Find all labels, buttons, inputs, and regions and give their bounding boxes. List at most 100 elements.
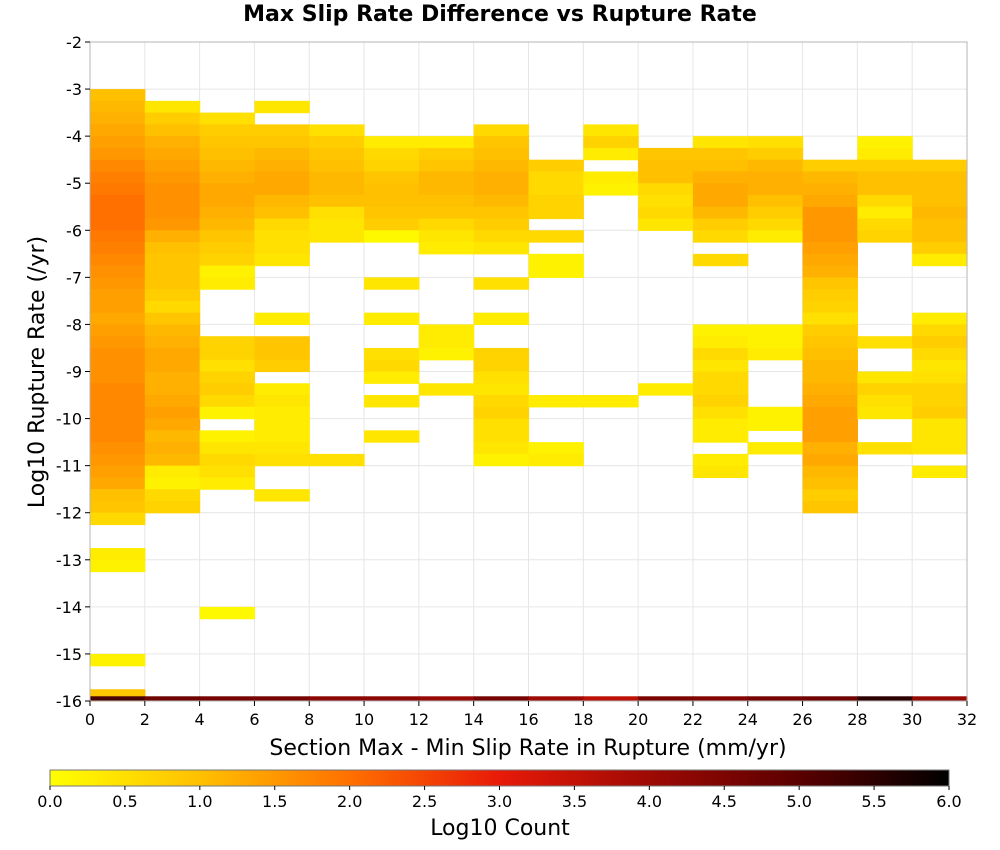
heatmap-cell xyxy=(473,347,530,361)
heatmap-cell xyxy=(144,442,201,455)
heatmap-cell xyxy=(364,136,420,149)
y-tick-label: -12 xyxy=(56,504,82,523)
heatmap-cell xyxy=(912,183,968,196)
heatmap-cell xyxy=(857,442,913,455)
heatmap-cell xyxy=(802,277,858,290)
heatmap-cell-bottom xyxy=(528,696,584,701)
heatmap-cell xyxy=(638,159,694,173)
heatmap-cell xyxy=(802,359,858,373)
heatmap-cells xyxy=(90,89,968,702)
heatmap-cell xyxy=(144,300,201,314)
heatmap-cell xyxy=(912,194,968,208)
heatmap-cell xyxy=(692,336,749,349)
x-tick-label: 18 xyxy=(573,710,593,729)
heatmap-cell xyxy=(528,442,584,455)
heatmap-cell xyxy=(747,442,804,455)
heatmap-cell xyxy=(473,206,530,220)
heatmap-cell xyxy=(692,206,749,220)
heatmap-cell xyxy=(473,159,530,173)
heatmap-cell xyxy=(254,230,310,243)
heatmap-cell xyxy=(199,606,256,620)
heatmap-cell xyxy=(364,171,420,184)
heatmap-cell xyxy=(144,324,201,337)
heatmap-cell xyxy=(638,171,694,184)
heatmap-cell xyxy=(857,206,913,220)
heatmap-cell xyxy=(254,159,310,173)
heatmap-cell xyxy=(309,206,365,220)
heatmap-cell xyxy=(309,159,365,173)
heatmap-cell xyxy=(692,395,749,408)
heatmap-cell xyxy=(692,147,749,161)
heatmap-cell xyxy=(912,336,968,349)
heatmap-cell xyxy=(144,183,201,196)
heatmap-cell xyxy=(199,265,256,278)
heatmap-cell xyxy=(638,183,694,196)
heatmap-cell xyxy=(90,194,146,208)
heatmap-cell xyxy=(802,465,858,479)
heatmap-cell xyxy=(309,136,365,149)
heatmap-cell-bottom xyxy=(638,696,694,701)
heatmap-cell xyxy=(857,406,913,420)
y-tick-label: -3 xyxy=(66,80,82,99)
heatmap-cell xyxy=(802,371,858,384)
colorbar-tick-label: 6.0 xyxy=(936,792,961,811)
heatmap-cell xyxy=(857,383,913,396)
heatmap-cell xyxy=(912,324,968,337)
heatmap-cell xyxy=(802,159,858,173)
heatmap-cell xyxy=(418,230,475,243)
heatmap-cell xyxy=(199,183,256,196)
colorbar-tick-label: 4.0 xyxy=(637,792,662,811)
heatmap-cell xyxy=(747,147,804,161)
heatmap-cell xyxy=(473,147,530,161)
heatmap-cell xyxy=(583,124,639,137)
heatmap-cell xyxy=(199,371,256,384)
heatmap-cell xyxy=(90,218,146,231)
y-tick-label: -2 xyxy=(66,33,82,52)
heatmap-cell xyxy=(199,253,256,267)
heatmap-cell xyxy=(912,359,968,373)
heatmap-cell xyxy=(254,136,310,149)
heatmap-cell xyxy=(90,653,146,667)
heatmap-cell xyxy=(144,230,201,243)
y-tick-label: -16 xyxy=(56,692,82,711)
heatmap-cell xyxy=(692,383,749,396)
heatmap-cell xyxy=(802,418,858,431)
heatmap-cell-bottom xyxy=(418,696,475,701)
heatmap-cell-bottom xyxy=(364,696,420,701)
heatmap-cell xyxy=(583,136,639,149)
heatmap-cell xyxy=(857,159,913,173)
heatmap-cell xyxy=(473,453,530,467)
heatmap-cell xyxy=(473,218,530,231)
heatmap-cell xyxy=(802,489,858,502)
heatmap-cell xyxy=(254,347,310,361)
heatmap-cell xyxy=(90,418,146,431)
heatmap-cell xyxy=(199,277,256,290)
heatmap-cell xyxy=(144,277,201,290)
heatmap-cell xyxy=(692,230,749,243)
heatmap-cell xyxy=(912,383,968,396)
heatmap-cell xyxy=(199,359,256,373)
colorbar-tick-label: 0.5 xyxy=(112,792,137,811)
heatmap-cell xyxy=(254,489,310,502)
heatmap-cell xyxy=(912,347,968,361)
heatmap-cell xyxy=(473,183,530,196)
y-tick-label: -8 xyxy=(66,315,82,334)
heatmap-cell-bottom xyxy=(144,696,201,701)
heatmap-cell xyxy=(199,147,256,161)
heatmap-plot: 0 2 4 6 8 10 12 14 16 18 20 22 24 26 28 30 32 -2-3-4-5-6… xyxy=(25,33,977,760)
heatmap-cell xyxy=(144,395,201,408)
heatmap-cell xyxy=(144,265,201,278)
heatmap-cell xyxy=(144,312,201,326)
heatmap-cell xyxy=(309,218,365,231)
heatmap-cell xyxy=(802,383,858,396)
heatmap-cell xyxy=(583,171,639,184)
heatmap-cell xyxy=(583,183,639,196)
heatmap-cell xyxy=(90,300,146,314)
heatmap-cell xyxy=(747,230,804,243)
heatmap-cell xyxy=(364,230,420,243)
x-axis-label: Section Max - Min Slip Rate in Rupture (… xyxy=(269,736,786,760)
y-tick-label: -11 xyxy=(56,457,82,476)
heatmap-cell xyxy=(309,183,365,196)
heatmap-cell-bottom xyxy=(583,696,639,701)
heatmap-cell xyxy=(912,395,968,408)
